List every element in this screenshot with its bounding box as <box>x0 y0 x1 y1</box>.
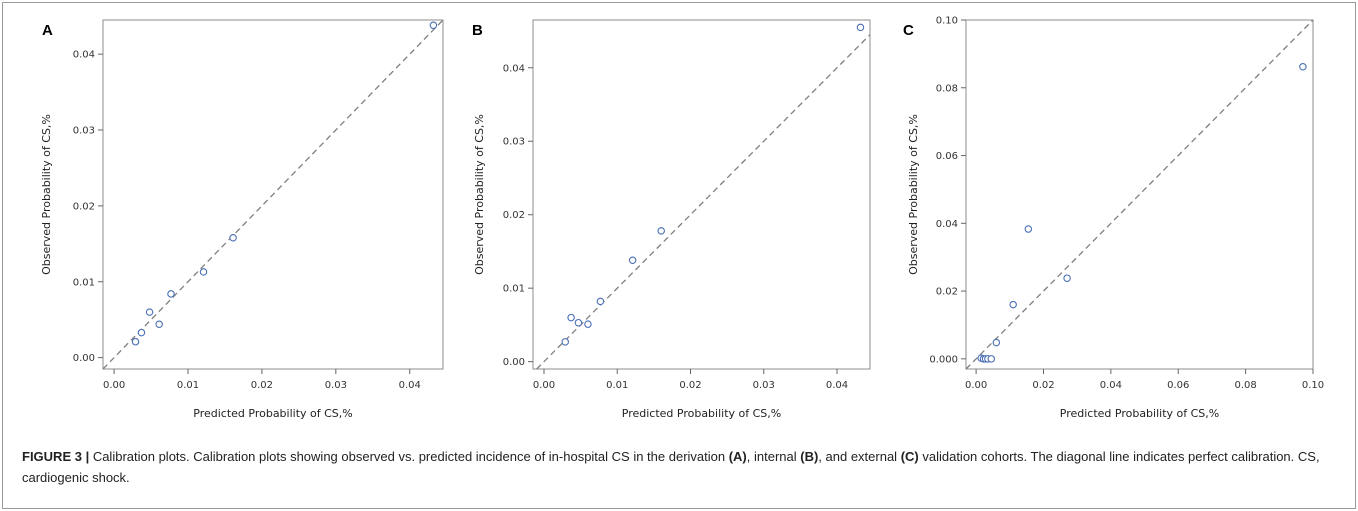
y-tick-label: 0.06 <box>936 151 958 162</box>
perfect-calibration-line <box>102 19 444 370</box>
chart-panel-c: C 0.00 0.02 0.04 0.06 0.08 0.10 0.000 0.02 0.04 0.… <box>903 16 1324 421</box>
x-tick-label: 0.04 <box>826 380 848 391</box>
x-tick-label: 0.10 <box>1302 380 1324 391</box>
y-tick-label: 0.10 <box>936 16 958 27</box>
y-tick-label: 0.02 <box>936 287 958 298</box>
calibration-point <box>987 355 996 363</box>
calibration-point <box>1009 300 1017 309</box>
y-tick-label: 0.00 <box>503 357 525 368</box>
x-tick-label: 0.04 <box>399 380 421 391</box>
y-axis-label: Observed Probability of CS,% <box>907 114 920 275</box>
y-tick-label: 0.01 <box>503 284 525 295</box>
y-tick-label: 0.00 <box>73 353 95 364</box>
calibration-point <box>1063 274 1071 282</box>
plot-area-frame <box>965 19 1314 370</box>
y-tick-label: 0.04 <box>503 63 525 74</box>
calibration-point <box>561 338 569 346</box>
perfect-calibration-line <box>965 19 1314 370</box>
caption-ref-b: (B) <box>800 449 819 464</box>
calibration-point <box>856 23 865 32</box>
calibration-point <box>992 338 1001 347</box>
plot-area-frame <box>532 19 871 370</box>
y-tick-label: 0.000 <box>929 354 958 365</box>
x-tick-label: 0.01 <box>606 380 628 391</box>
x-tick-label: 0.02 <box>1032 380 1054 391</box>
calibration-point <box>137 328 146 337</box>
calibration-point <box>155 320 163 328</box>
panel-letter: C <box>903 22 914 39</box>
caption-text-1: Calibration plots. Calibration plots sho… <box>89 449 729 464</box>
calibration-point <box>131 337 140 346</box>
x-axis-label: Predicted Probability of CS,% <box>1060 407 1220 420</box>
x-tick-label: 0.03 <box>325 380 347 391</box>
y-tick-label: 0.02 <box>503 210 525 221</box>
calibration-point <box>167 290 175 298</box>
panel-letter: B <box>472 22 483 39</box>
x-tick-label: 0.00 <box>533 380 555 391</box>
y-tick-label: 0.03 <box>73 126 95 137</box>
x-tick-label: 0.02 <box>679 380 701 391</box>
x-axis-label: Predicted Probability of CS,% <box>622 407 782 420</box>
calibration-point <box>584 320 592 328</box>
caption-label: FIGURE 3 | <box>22 449 90 464</box>
calibration-point <box>429 21 438 30</box>
caption-text-2: , internal <box>746 449 801 464</box>
calibration-point <box>229 233 237 242</box>
y-tick-label: 0.03 <box>503 137 525 148</box>
panel-letter: A <box>42 22 53 39</box>
x-tick-label: 0.06 <box>1167 380 1189 391</box>
x-tick-label: 0.04 <box>1100 380 1122 391</box>
caption-text-3: , and external <box>818 449 901 464</box>
calibration-point <box>657 227 665 235</box>
y-tick-label: 0.02 <box>73 201 95 212</box>
x-axis-label: Predicted Probability of CS,% <box>193 407 353 420</box>
x-tick-label: 0.02 <box>251 380 273 391</box>
y-tick-label: 0.04 <box>936 219 958 230</box>
calibration-point <box>145 308 154 316</box>
y-tick-label: 0.04 <box>73 50 95 61</box>
x-tick-label: 0.08 <box>1234 380 1256 391</box>
caption-ref-c: (C) <box>900 449 919 464</box>
y-axis-label: Observed Probability of CS,% <box>40 114 53 275</box>
y-tick-label: 0.08 <box>936 83 958 94</box>
y-tick-label: 0.01 <box>73 277 95 288</box>
plot-area-frame <box>102 19 444 370</box>
chart-panel-b: B 0.00 0.01 0.02 0.03 0.04 0.00 0.01 0.02 0.03 0.0… <box>472 19 871 420</box>
calibration-point <box>628 256 637 265</box>
x-tick-label: 0.01 <box>177 380 199 391</box>
x-tick-label: 0.00 <box>103 380 125 391</box>
calibration-point <box>1299 63 1307 71</box>
caption-text-4: validation cohorts. The diagonal line in… <box>22 449 1320 485</box>
chart-panel-a: A 0.00 0.01 0.02 0.03 0.04 0.00 0.01 0.02 0.03 0.0… <box>40 19 444 420</box>
calibration-point <box>1024 225 1033 233</box>
calibration-point <box>567 313 575 322</box>
calibration-point <box>199 268 208 276</box>
y-axis-label: Observed Probability of CS,% <box>473 114 486 275</box>
x-tick-label: 0.03 <box>753 380 775 391</box>
figure-caption: FIGURE 3 | Calibration plots. Calibratio… <box>22 446 1340 488</box>
calibration-point <box>574 318 583 327</box>
caption-ref-a: (A) <box>728 449 747 464</box>
perfect-calibration-line <box>536 34 871 370</box>
calibration-figure: A 0.00 0.01 0.02 0.03 0.04 0.00 0.01 0.02 0.03 0.0… <box>40 16 1324 421</box>
calibration-point <box>596 297 605 306</box>
x-tick-label: 0.00 <box>965 380 987 391</box>
